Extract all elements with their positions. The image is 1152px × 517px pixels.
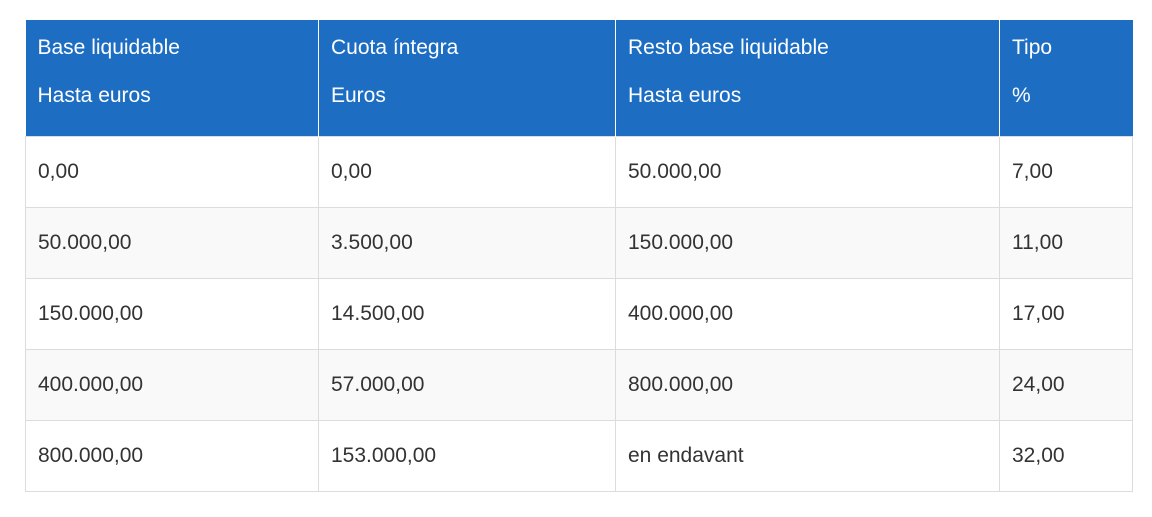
tax-table-container: Base liquidable Hasta euros Cuota íntegr… — [25, 20, 1133, 492]
table-row: 0,00 0,00 50.000,00 7,00 — [25, 135, 1133, 208]
cell-base-liquidable: 400.000,00 — [25, 348, 319, 421]
table-row: 50.000,00 3.500,00 150.000,00 11,00 — [25, 206, 1133, 279]
header-tipo: Tipo % — [999, 20, 1133, 136]
header-line: Tipo — [1012, 36, 1053, 59]
header-line: % — [1012, 84, 1031, 107]
cell-tipo: 7,00 — [999, 135, 1133, 208]
tax-scale-table: Base liquidable Hasta euros Cuota íntegr… — [25, 20, 1133, 492]
cell-base-liquidable: 800.000,00 — [25, 419, 319, 492]
cell-resto-base: 150.000,00 — [615, 206, 1000, 279]
cell-base-liquidable: 0,00 — [25, 135, 319, 208]
cell-cuota-integra: 0,00 — [318, 135, 616, 208]
table-row: 800.000,00 153.000,00 en endavant 32,00 — [25, 419, 1133, 492]
cell-cuota-integra: 57.000,00 — [318, 348, 616, 421]
cell-tipo: 11,00 — [999, 206, 1133, 279]
cell-resto-base: 800.000,00 — [615, 348, 1000, 421]
table-row: 400.000,00 57.000,00 800.000,00 24,00 — [25, 348, 1133, 421]
table-header: Base liquidable Hasta euros Cuota íntegr… — [25, 20, 1133, 136]
cell-base-liquidable: 150.000,00 — [25, 277, 319, 350]
header-line: Resto base liquidable — [628, 36, 829, 59]
header-line: Base liquidable — [37, 36, 180, 59]
header-resto-base-liquidable: Resto base liquidable Hasta euros — [615, 20, 1000, 136]
header-cuota-integra: Cuota íntegra Euros — [318, 20, 616, 136]
cell-resto-base: 400.000,00 — [615, 277, 1000, 350]
cell-base-liquidable: 50.000,00 — [25, 206, 319, 279]
header-row: Base liquidable Hasta euros Cuota íntegr… — [25, 20, 1133, 136]
cell-tipo: 32,00 — [999, 419, 1133, 492]
cell-tipo: 24,00 — [999, 348, 1133, 421]
header-base-liquidable: Base liquidable Hasta euros — [25, 20, 319, 136]
cell-cuota-integra: 153.000,00 — [318, 419, 616, 492]
table-row: 150.000,00 14.500,00 400.000,00 17,00 — [25, 277, 1133, 350]
header-line: Euros — [331, 84, 386, 107]
header-line: Hasta euros — [628, 84, 742, 107]
cell-resto-base: en endavant — [615, 419, 1000, 492]
table-body: 0,00 0,00 50.000,00 7,00 50.000,00 3.500… — [25, 135, 1133, 492]
cell-tipo: 17,00 — [999, 277, 1133, 350]
cell-cuota-integra: 3.500,00 — [318, 206, 616, 279]
cell-resto-base: 50.000,00 — [615, 135, 1000, 208]
header-line: Hasta euros — [37, 84, 151, 107]
header-line: Cuota íntegra — [331, 36, 459, 59]
cell-cuota-integra: 14.500,00 — [318, 277, 616, 350]
